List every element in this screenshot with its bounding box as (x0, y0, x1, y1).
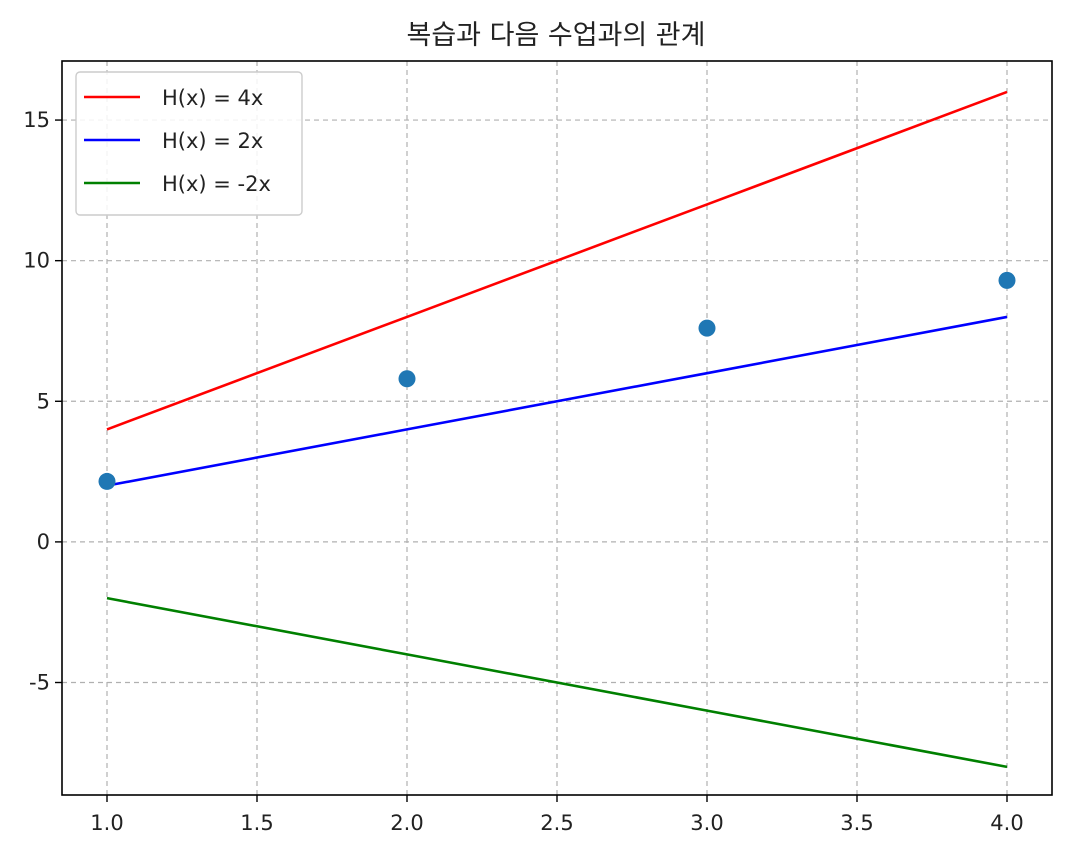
x-tick-label: 1.0 (90, 811, 123, 835)
x-tick-label: 3.5 (840, 811, 873, 835)
y-tick-label: 5 (37, 389, 50, 413)
y-tick-label: 15 (23, 108, 50, 132)
scatter-point (399, 370, 416, 387)
x-tick-label: 2.5 (540, 811, 573, 835)
y-axis-ticks: -5 0 5 10 15 (23, 108, 62, 694)
x-tick-label: 3.0 (690, 811, 723, 835)
chart-title: 복습과 다음 수업과의 관계 (407, 20, 706, 51)
x-tick-label: 4.0 (990, 811, 1023, 835)
legend-label: H(x) = 4x (162, 86, 263, 110)
y-tick-label: -5 (29, 671, 50, 695)
x-tick-label: 1.5 (240, 811, 273, 835)
legend-label: H(x) = 2x (162, 129, 263, 153)
y-tick-label: 0 (37, 530, 50, 554)
legend: H(x) = 4x H(x) = 2x H(x) = -2x (76, 72, 302, 215)
legend-label: H(x) = -2x (162, 172, 271, 196)
x-axis-ticks: 1.0 1.5 2.0 2.5 3.0 3.5 4.0 (90, 795, 1023, 835)
y-tick-label: 10 (23, 249, 50, 273)
scatter-point (699, 320, 716, 337)
scatter-point (999, 272, 1016, 289)
x-tick-label: 2.0 (390, 811, 423, 835)
scatter-point (99, 473, 116, 490)
